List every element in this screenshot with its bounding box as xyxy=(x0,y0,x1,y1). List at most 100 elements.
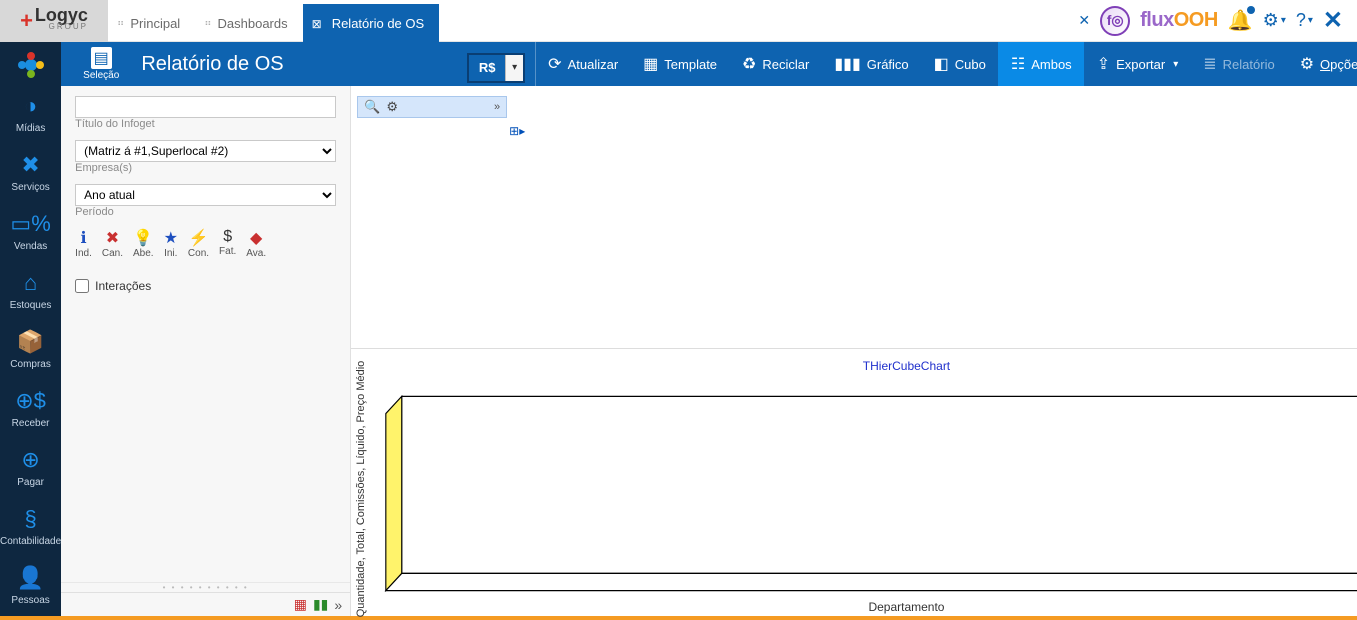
filter-footer: ▦ ▮▮ » xyxy=(61,592,350,616)
titlebar-actions: ✕ f◎ fluxOOH 🔔 ⚙▾ ?▾ ✕ xyxy=(1078,0,1357,41)
pin-icon: ⠶ xyxy=(117,18,124,29)
infoget-title-input[interactable] xyxy=(75,96,336,118)
chart-button[interactable]: ▮▮▮Gráfico xyxy=(821,42,920,86)
currency-dropdown[interactable]: R$ ▾ xyxy=(467,53,525,83)
tab-label: Principal xyxy=(130,16,180,31)
options-button[interactable]: ⚙Opções xyxy=(1287,42,1357,86)
pin-icon: ⠶ xyxy=(204,18,211,29)
tab-dashboards[interactable]: ⠶ Dashboards xyxy=(195,4,302,42)
midias-icon: ◑ xyxy=(24,93,37,119)
notifications-bell-icon[interactable]: 🔔 xyxy=(1228,8,1253,33)
tab-close-icon[interactable]: ⊠ xyxy=(312,17,322,31)
status-label: Con. xyxy=(188,248,209,259)
currency-value: R$ xyxy=(469,55,505,81)
expand-icon[interactable]: » xyxy=(334,597,342,613)
filter-body: Título do Infoget (Matriz á #1,Superloca… xyxy=(61,86,350,582)
interactions-checkbox[interactable] xyxy=(75,279,89,293)
document-tabs: ⠶ Principal ⠶ Dashboards ⊠ Relatório de … xyxy=(108,0,439,42)
filter-splitter[interactable]: • • • • • • • • • • xyxy=(61,582,350,592)
cube-icon: ◧ xyxy=(934,54,949,74)
periodo-label: Período xyxy=(75,206,336,218)
sidebar-item-servicos[interactable]: ✖Serviços xyxy=(0,144,61,203)
status-filter-fat[interactable]: $Fat. xyxy=(219,228,236,259)
sidebar-item-label: Compras xyxy=(10,359,51,370)
receber-icon: ⊕$ xyxy=(15,388,46,414)
status-filter-con[interactable]: ⚡Con. xyxy=(188,228,209,259)
status-bar xyxy=(0,616,1357,620)
chart-x-axis-label: Departamento xyxy=(351,600,1357,614)
help-dropdown[interactable]: ?▾ xyxy=(1296,10,1313,31)
report-canvas: 🔍 ⚙ » ⊞▸ THierCubeChart Quantidade, Tota… xyxy=(351,86,1357,616)
rail-home-icon[interactable] xyxy=(17,44,45,85)
sidebar-item-vendas[interactable]: ▭%Vendas xyxy=(0,203,61,262)
both-button[interactable]: ☷Ambos xyxy=(998,42,1084,86)
tab-principal[interactable]: ⠶ Principal xyxy=(108,4,195,42)
btn-label: Exportar xyxy=(1116,57,1165,72)
zoom-icon[interactable]: 🔍 xyxy=(364,99,380,115)
cube-config-icon[interactable]: ⚙ xyxy=(386,99,398,115)
ribbon-left: ▤ Seleção Relatório de OS R$ ▾ xyxy=(61,42,535,86)
refresh-button[interactable]: ⟳ Atualizar xyxy=(535,42,630,86)
status-filter-can[interactable]: ✖Can. xyxy=(102,228,123,259)
chart-view-icon[interactable]: ▮▮ xyxy=(313,596,328,613)
sidebar-item-label: Pessoas xyxy=(11,595,49,606)
sidebar-item-compras[interactable]: 📦Compras xyxy=(0,321,61,380)
btn-label: Opções xyxy=(1320,57,1357,72)
page-area: ▤ Seleção Relatório de OS R$ ▾ ⟳ Atualiza… xyxy=(61,42,1357,616)
chart-icon: ▮▮▮ xyxy=(834,54,860,74)
infoget-title-label: Título do Infoget xyxy=(75,118,336,130)
export-icon: ⇪ xyxy=(1097,54,1110,74)
status-filter-abe[interactable]: 💡Abe. xyxy=(133,228,154,259)
status-label: Ind. xyxy=(75,248,92,259)
sidebar-item-pagar[interactable]: ⊕Pagar xyxy=(0,439,61,498)
tab-relatorio-os[interactable]: ⊠ Relatório de OS xyxy=(303,4,440,42)
cube-button[interactable]: ◧Cubo xyxy=(921,42,998,86)
status-label: Can. xyxy=(102,248,123,259)
export-button[interactable]: ⇪Exportar▾ xyxy=(1084,42,1191,86)
selection-label: Seleção xyxy=(83,70,119,81)
sidebar-item-receber[interactable]: ⊕$Receber xyxy=(0,380,61,439)
empresa-select[interactable]: (Matriz á #1,Superlocal #2) xyxy=(75,140,336,162)
template-button[interactable]: ▦Template xyxy=(630,42,729,86)
app-close-icon[interactable]: ✕ xyxy=(1323,6,1343,35)
dimension-drop-icon[interactable]: ⊞▸ xyxy=(509,124,1357,138)
status-icon: 💡 xyxy=(133,228,153,248)
pessoas-icon: 👤 xyxy=(17,565,44,591)
btn-label: Ambos xyxy=(1031,57,1071,72)
status-filter-ind[interactable]: ℹInd. xyxy=(75,228,92,259)
brand-close-icon[interactable]: ✕ xyxy=(1078,12,1090,29)
chart-title: THierCubeChart xyxy=(351,359,1357,373)
periodo-select[interactable]: Ano atual xyxy=(75,184,336,206)
chart-zone: THierCubeChart Quantidade, Total, Comiss… xyxy=(351,349,1357,616)
chart-y-axis-label: Quantidade, Total, Comissões, Líquido, P… xyxy=(355,360,367,617)
sidebar-item-label: Serviços xyxy=(11,182,49,193)
grid-view-icon[interactable]: ▦ xyxy=(294,596,307,613)
brand-badge-icon: f◎ xyxy=(1100,6,1130,36)
status-filter-ini[interactable]: ★Ini. xyxy=(164,228,178,259)
btn-label: Atualizar xyxy=(568,57,619,72)
more-icon[interactable]: » xyxy=(494,101,500,113)
chart-plot xyxy=(379,389,1357,598)
selection-button[interactable]: ▤ Seleção xyxy=(79,47,123,81)
settings-dropdown[interactable]: ⚙▾ xyxy=(1263,10,1286,31)
status-icon: ✖ xyxy=(106,228,119,248)
status-icon: ⚡ xyxy=(189,228,209,248)
interactions-label: Interações xyxy=(95,279,151,293)
sidebar-item-midias[interactable]: ◑Mídias xyxy=(0,85,61,144)
status-filter-ava[interactable]: ◆Ava. xyxy=(246,228,266,259)
status-icon: $ xyxy=(223,228,232,246)
recycle-button[interactable]: ♻Reciclar xyxy=(729,42,821,86)
interactions-checkbox-row[interactable]: Interações xyxy=(75,279,336,293)
btn-label: Reciclar xyxy=(762,57,809,72)
page-title: Relatório de OS xyxy=(141,53,283,76)
filter-pane: Título do Infoget (Matriz á #1,Superloca… xyxy=(61,86,351,616)
report-button[interactable]: ≣Relatório xyxy=(1190,42,1286,86)
btn-label: Relatório xyxy=(1223,57,1275,72)
sidebar-item-estoques[interactable]: ⌂Estoques xyxy=(0,262,61,321)
sidebar-item-contabilidade[interactable]: §Contabilidade xyxy=(0,498,61,557)
sidebar-item-label: Estoques xyxy=(10,300,52,311)
brand-part1: flux xyxy=(1140,9,1174,31)
left-nav-rail: ◑Mídias✖Serviços▭%Vendas⌂Estoques📦Compra… xyxy=(0,42,61,616)
refresh-icon: ⟳ xyxy=(548,54,561,74)
sidebar-item-pessoas[interactable]: 👤 Pessoas xyxy=(0,557,61,616)
